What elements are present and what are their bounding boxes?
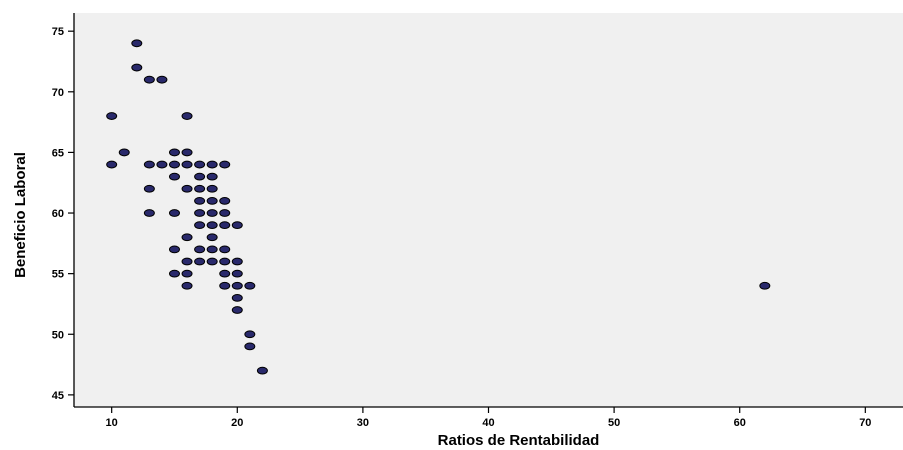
data-point [231, 306, 243, 314]
x-tick-label: 20 [231, 417, 243, 429]
data-point [181, 112, 193, 120]
data-point [181, 148, 193, 157]
data-point [219, 257, 231, 266]
data-point [231, 293, 243, 302]
data-point [168, 148, 180, 157]
data-point [219, 245, 231, 254]
data-point [168, 209, 180, 217]
data-point [231, 221, 243, 230]
y-tick-label: 70 [52, 87, 64, 99]
y-tick-label: 75 [52, 26, 64, 38]
data-point [194, 209, 206, 217]
x-tick-label: 70 [859, 417, 871, 429]
data-point [206, 197, 218, 205]
data-point [256, 366, 268, 375]
data-point [181, 160, 193, 169]
data-point [106, 112, 118, 120]
data-point [181, 257, 193, 266]
data-point [206, 221, 218, 230]
data-point [206, 245, 218, 254]
data-point [194, 221, 206, 230]
data-point [194, 257, 206, 266]
data-point [118, 148, 130, 157]
data-point [244, 342, 256, 351]
y-tick-label: 55 [52, 269, 64, 281]
data-point [219, 197, 231, 205]
data-point [143, 209, 155, 217]
y-tick-label: 65 [52, 147, 64, 159]
x-tick-label: 40 [482, 417, 494, 429]
data-points [106, 39, 771, 375]
data-point [181, 184, 193, 193]
data-point [219, 160, 231, 169]
data-point [143, 75, 155, 84]
data-point [231, 269, 243, 278]
x-tick-label: 30 [357, 417, 369, 429]
data-point [156, 75, 168, 84]
data-point [143, 184, 155, 193]
data-point [194, 160, 206, 169]
data-point [181, 281, 193, 290]
ticks: 45 50 55 60 65 70 75 10 20 30 40 50 60 70 [52, 26, 872, 429]
x-tick-label: 50 [608, 417, 620, 429]
data-point [194, 184, 206, 193]
data-point [131, 39, 143, 48]
data-point [194, 245, 206, 254]
x-tick-label: 10 [106, 417, 118, 429]
data-point [181, 233, 193, 242]
data-point [168, 269, 180, 278]
data-point [206, 184, 218, 193]
y-tick-label: 50 [52, 329, 64, 341]
data-point [168, 172, 180, 181]
data-point [206, 172, 218, 181]
data-point [106, 160, 118, 169]
data-point [759, 281, 771, 290]
data-point [131, 63, 143, 72]
data-point [168, 160, 180, 169]
data-point [219, 209, 231, 217]
data-point [143, 160, 155, 169]
data-point [194, 172, 206, 181]
data-point [206, 257, 218, 266]
data-point [168, 245, 180, 254]
data-point [219, 281, 231, 290]
data-point [194, 197, 206, 205]
data-point [244, 330, 256, 339]
data-point [206, 209, 218, 217]
data-point [219, 221, 231, 230]
data-point [156, 160, 168, 169]
data-point [181, 269, 193, 278]
x-axis-title: Ratios de Rentabilidad [438, 432, 600, 449]
data-point [231, 281, 243, 290]
x-tick-label: 60 [734, 417, 746, 429]
data-point [206, 160, 218, 169]
data-point [219, 269, 231, 278]
data-point [244, 281, 256, 290]
data-point [231, 257, 243, 266]
data-point [206, 233, 218, 242]
y-tick-label: 60 [52, 208, 64, 220]
y-axis-title: Beneficio Laboral [12, 152, 29, 278]
y-tick-label: 45 [52, 390, 64, 402]
